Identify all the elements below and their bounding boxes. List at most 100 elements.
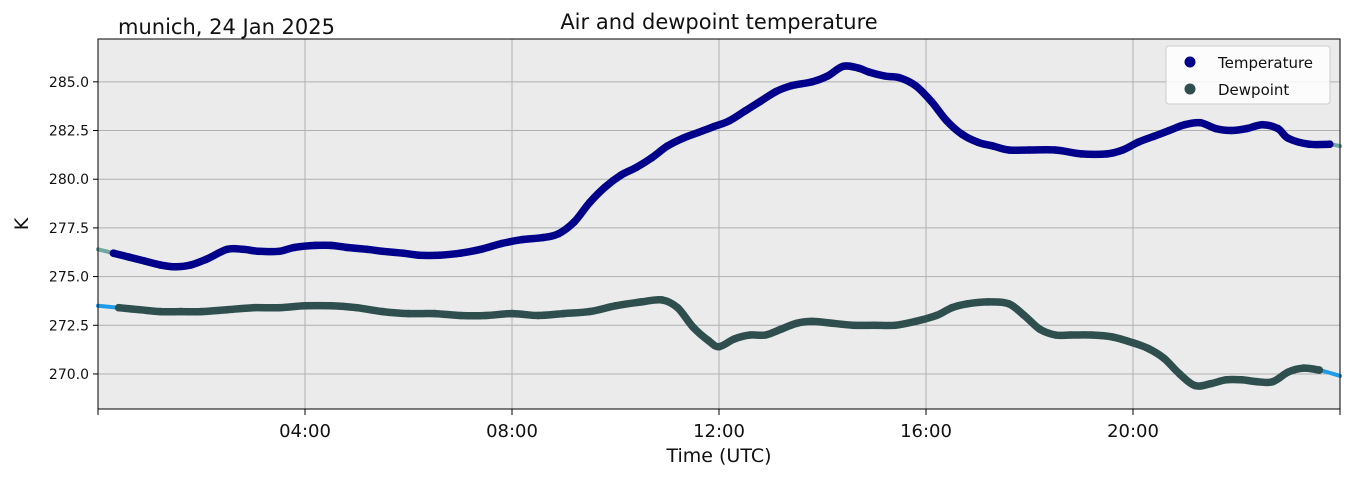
data-point-dewpoint xyxy=(715,342,723,351)
data-point-temperature xyxy=(1284,134,1293,143)
data-point-dewpoint xyxy=(275,303,283,312)
data-point-temperature xyxy=(539,233,547,242)
data-point-dewpoint xyxy=(1222,376,1230,384)
data-point-temperature xyxy=(710,122,718,131)
chart-subtitle: munich, 24 Jan 2025 xyxy=(118,15,335,39)
data-point-temperature xyxy=(787,81,796,90)
data-point-temperature xyxy=(1165,126,1173,135)
data-point-temperature xyxy=(435,251,444,259)
data-point-temperature xyxy=(570,218,578,226)
data-point-dewpoint xyxy=(1129,339,1137,347)
data-point-dewpoint xyxy=(870,321,879,330)
data-point-temperature xyxy=(363,245,371,254)
data-point-dewpoint xyxy=(1020,311,1029,320)
data-point-temperature xyxy=(896,74,904,82)
chart-title: Air and dewpoint temperature xyxy=(560,10,877,34)
data-point-temperature xyxy=(223,245,232,254)
data-point-dewpoint xyxy=(1206,379,1215,388)
data-point-temperature xyxy=(911,81,920,90)
data-point-temperature xyxy=(725,117,734,125)
data-point-dewpoint xyxy=(1051,331,1060,339)
data-point-temperature xyxy=(1274,124,1282,133)
data-point-temperature xyxy=(601,183,609,191)
data-point-temperature xyxy=(585,198,594,207)
data-point-temperature xyxy=(342,243,351,252)
x-tick-label: 16:00 xyxy=(900,421,952,442)
legend-label-dewpoint: Dewpoint xyxy=(1218,81,1289,99)
data-point-dewpoint xyxy=(404,309,413,318)
data-point-temperature xyxy=(311,241,320,250)
data-point-dewpoint xyxy=(761,331,770,339)
data-point-temperature xyxy=(171,263,180,271)
data-point-dewpoint xyxy=(534,311,542,320)
data-point-temperature xyxy=(327,241,335,250)
data-point-temperature xyxy=(1149,132,1158,141)
data-point-dewpoint xyxy=(911,317,920,326)
data-point-temperature xyxy=(880,72,889,80)
legend-label-temperature: Temperature xyxy=(1217,54,1313,72)
data-point-dewpoint xyxy=(1144,344,1153,353)
data-point-dewpoint xyxy=(1191,381,1199,390)
data-point-temperature xyxy=(1051,146,1060,154)
data-point-dewpoint xyxy=(482,311,490,320)
legend-box xyxy=(1165,45,1331,105)
data-point-temperature xyxy=(1077,150,1086,158)
data-point-temperature xyxy=(679,134,687,143)
data-point-dewpoint xyxy=(378,307,387,316)
data-point-dewpoint xyxy=(353,303,361,312)
data-point-temperature xyxy=(1103,150,1111,158)
y-tick-label: 282.5 xyxy=(49,124,89,140)
data-point-dewpoint xyxy=(829,319,837,328)
data-point-dewpoint xyxy=(301,302,309,310)
data-point-temperature xyxy=(187,261,195,269)
series-layer xyxy=(96,62,1342,390)
data-point-temperature xyxy=(1325,140,1334,148)
data-point-temperature xyxy=(1243,124,1251,133)
data-point-temperature xyxy=(378,247,387,256)
data-point-temperature xyxy=(616,171,625,180)
data-point-dewpoint xyxy=(508,309,516,318)
data-point-temperature xyxy=(1258,120,1267,129)
y-axis-label: K xyxy=(11,217,33,230)
data-point-dewpoint xyxy=(611,302,620,310)
data-point-temperature xyxy=(477,245,485,254)
x-tick-label: 04:00 xyxy=(279,421,331,442)
x-tick-label: 08:00 xyxy=(486,421,538,442)
data-point-temperature xyxy=(254,247,263,256)
data-point-temperature xyxy=(497,239,506,248)
data-point-temperature xyxy=(1025,146,1034,154)
data-point-temperature xyxy=(1118,146,1127,154)
data-point-dewpoint xyxy=(1160,354,1168,363)
data-point-temperature xyxy=(1134,138,1142,146)
data-point-dewpoint xyxy=(637,298,646,306)
data-point-temperature xyxy=(756,97,765,106)
data-point-temperature xyxy=(1005,146,1013,154)
data-point-temperature xyxy=(854,64,863,72)
y-tick-label: 275.0 xyxy=(49,270,89,286)
y-tick-label: 285.0 xyxy=(49,75,89,91)
data-point-temperature xyxy=(865,68,873,76)
data-point-temperature xyxy=(1196,118,1205,127)
data-point-dewpoint xyxy=(849,321,858,330)
x-axis-label: Time (UTC) xyxy=(665,445,771,467)
data-point-dewpoint xyxy=(1253,377,1261,386)
data-point-dewpoint xyxy=(114,303,123,312)
x-tick-label: 20:00 xyxy=(1107,421,1159,442)
data-point-dewpoint xyxy=(456,311,465,320)
data-point-temperature xyxy=(632,163,640,172)
data-point-temperature xyxy=(275,247,283,256)
data-point-dewpoint xyxy=(932,311,941,320)
data-point-dewpoint xyxy=(658,296,666,304)
legend-marker-dewpoint xyxy=(1184,83,1196,95)
data-point-dewpoint xyxy=(1284,368,1293,376)
data-point-dewpoint xyxy=(156,307,164,316)
x-axis: 04:00 08:00 12:00 16:00 20:00 xyxy=(97,409,1341,442)
data-point-dewpoint xyxy=(135,305,144,314)
data-point-temperature xyxy=(290,243,299,252)
data-point-dewpoint xyxy=(746,331,754,339)
data-point-dewpoint xyxy=(223,305,232,314)
data-point-temperature xyxy=(839,62,847,71)
data-point-dewpoint xyxy=(1237,376,1246,384)
data-point-temperature xyxy=(663,142,672,150)
y-tick-label: 272.5 xyxy=(49,318,89,334)
